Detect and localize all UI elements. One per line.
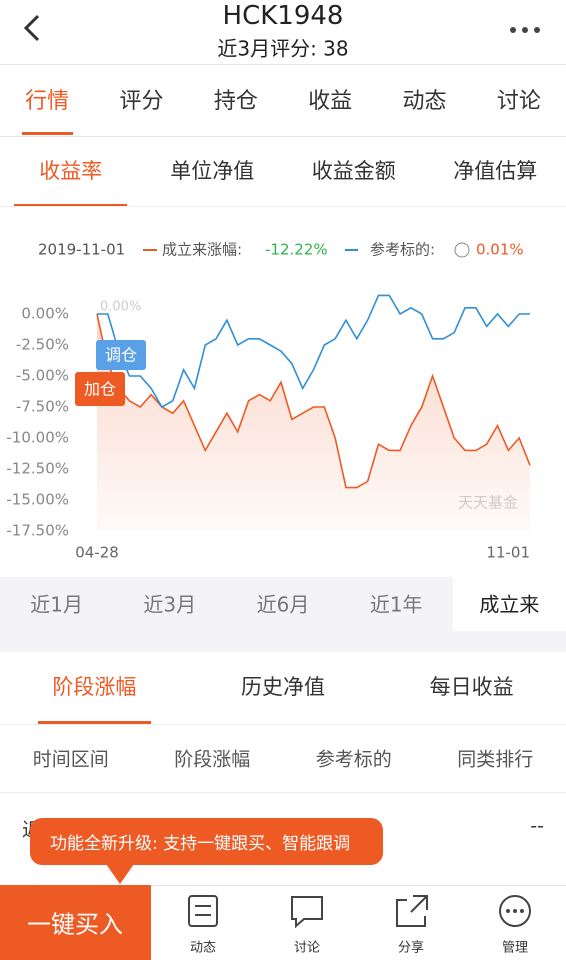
tab[interactable]: 动态 <box>402 89 447 114</box>
table-header-cell: 时间区间 <box>32 748 109 771</box>
tab[interactable]: 持仓 <box>213 89 258 114</box>
range-option[interactable]: 近3月 <box>143 592 197 617</box>
tab[interactable]: 行情 <box>25 89 70 114</box>
area <box>97 314 530 531</box>
range-option[interactable]: 成立来 <box>479 592 540 617</box>
range-option[interactable]: 近1年 <box>369 592 423 617</box>
line <box>96 313 531 489</box>
subtab[interactable]: 收益金额 <box>311 159 396 183</box>
table-header-cell: 阶段涨幅 <box>174 748 251 771</box>
divider <box>0 792 566 793</box>
y-tick-label: -7.50% <box>16 398 69 416</box>
subtab-underline <box>14 204 127 207</box>
info-icon[interactable] <box>454 242 470 258</box>
divider <box>0 206 566 207</box>
subtab[interactable]: 收益率 <box>39 159 103 183</box>
y-tick-label: -15.00% <box>6 491 69 509</box>
tab[interactable]: 讨论 <box>496 89 541 114</box>
annotation: 0.00% <box>100 300 141 315</box>
more-button[interactable] <box>508 22 542 38</box>
tooltip[interactable]: 功能全新升级: 支持一键跟买、智能跟调 <box>50 834 351 854</box>
buy-button[interactable] <box>0 885 151 960</box>
subtitle: 近3月评分: 38 <box>217 36 349 61</box>
section-underline <box>38 721 151 724</box>
y-tick-label: -2.50% <box>16 336 69 354</box>
range-active-bg <box>453 577 566 631</box>
divider <box>0 724 566 725</box>
section-tab[interactable]: 阶段涨幅 <box>52 675 137 699</box>
buy-label: 一键买入 <box>27 910 123 939</box>
tab[interactable]: 评分 <box>119 89 164 114</box>
nav-label[interactable]: 管理 <box>501 940 529 956</box>
section-tab[interactable]: 每日收益 <box>429 675 514 699</box>
x-tick-label: 11-01 <box>486 544 530 562</box>
tab[interactable]: 收益 <box>308 89 353 114</box>
range-option[interactable]: 近1月 <box>30 592 83 617</box>
subtab[interactable]: 净值估算 <box>453 159 538 183</box>
add-tag: 加仓 <box>84 380 116 399</box>
y-tick-label: -10.00% <box>6 429 69 447</box>
row-value: -- <box>530 815 544 837</box>
title: HCK1948 <box>222 1 344 31</box>
divider <box>0 64 566 65</box>
adjust-tag-bg <box>96 340 146 370</box>
nav-label[interactable]: 动态 <box>189 940 217 956</box>
adjust-tag: 调仓 <box>105 346 137 365</box>
range-option[interactable]: 近6月 <box>256 592 310 617</box>
table-header-cell: 参考标的 <box>315 748 392 771</box>
line <box>97 294 531 409</box>
nav-icons <box>188 895 531 929</box>
watermark: 天天基金 <box>458 494 518 512</box>
legend-value: 0.01% <box>476 241 524 259</box>
y-tick-label: 0.00% <box>21 305 69 323</box>
section-tab[interactable]: 历史净值 <box>241 675 325 699</box>
nav-label[interactable]: 分享 <box>397 940 425 956</box>
legend-label: 成立来涨幅: <box>162 241 242 259</box>
y-tick-label: -5.00% <box>16 367 69 385</box>
legend-date: 2019-11-01 <box>38 241 125 259</box>
nav-label[interactable]: 讨论 <box>293 940 321 956</box>
divider <box>0 136 566 137</box>
legend-label: 参考标的: <box>370 241 435 259</box>
y-tick-label: -17.50% <box>6 522 69 540</box>
x-tick-label: 04-28 <box>75 544 119 562</box>
legend-value: -12.22% <box>265 241 328 259</box>
tab-underline <box>22 132 73 135</box>
y-tick-label: -12.50% <box>6 460 69 478</box>
tooltip-shape <box>30 818 383 884</box>
chart: 2019-11-01 成立来涨幅: -12.22% 参考标的: 0.01% 0.… <box>6 241 531 562</box>
table-header-cell: 同类排行 <box>457 748 534 771</box>
back-button[interactable] <box>18 12 46 44</box>
subtab[interactable]: 单位净值 <box>170 159 255 183</box>
add-tag-bg <box>75 372 125 406</box>
